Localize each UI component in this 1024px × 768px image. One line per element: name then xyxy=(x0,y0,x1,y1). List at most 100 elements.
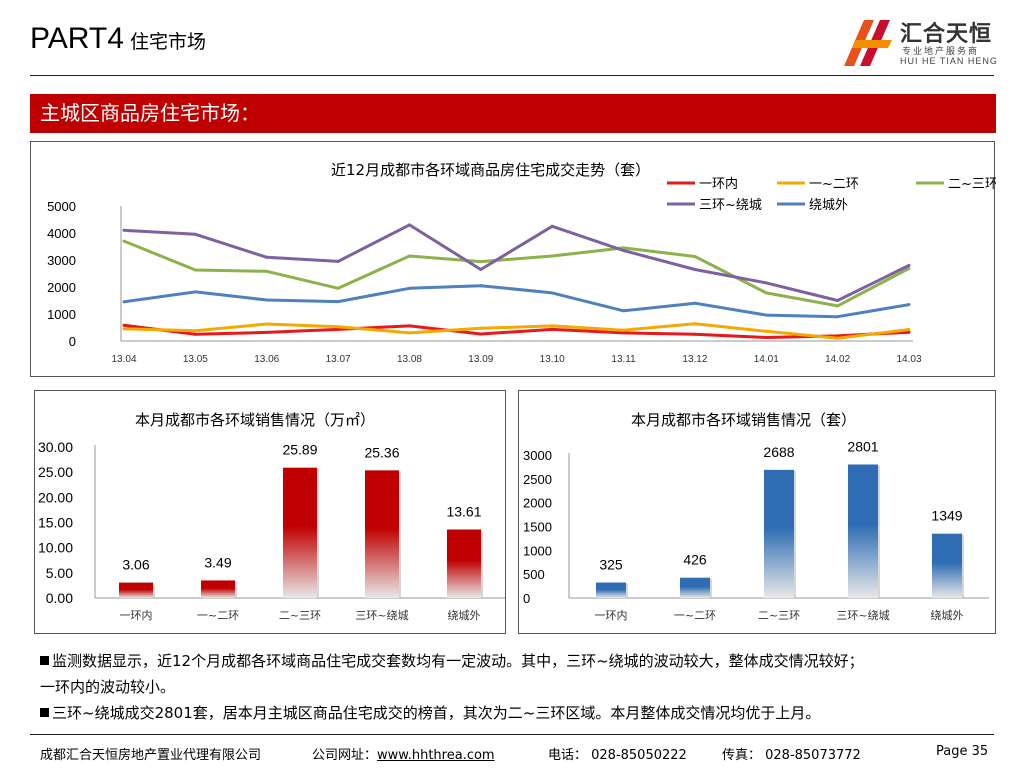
x-tick-label: 14.02 xyxy=(825,354,850,365)
data-point xyxy=(693,322,697,326)
data-label: 3.06 xyxy=(122,557,149,573)
data-point xyxy=(336,259,340,263)
data-point xyxy=(836,299,840,302)
data-point xyxy=(193,332,197,336)
data-point xyxy=(907,330,911,334)
x-tick-label: 13.04 xyxy=(111,354,136,365)
legend-label: 一~二环 xyxy=(809,177,859,192)
x-tick-label: 13.11 xyxy=(611,354,636,365)
y-tick-label: 1000 xyxy=(47,307,76,322)
bar xyxy=(596,582,626,598)
series-line xyxy=(123,322,910,340)
y-tick-label: 15.00 xyxy=(38,515,73,531)
data-point xyxy=(265,322,269,326)
data-point xyxy=(622,309,626,313)
series-line xyxy=(123,284,910,319)
data-label: 25.36 xyxy=(364,444,399,460)
data-point xyxy=(193,232,197,236)
data-point xyxy=(336,325,340,329)
data-point xyxy=(336,286,340,290)
data-point xyxy=(265,255,269,259)
category-label: 三环~绕城 xyxy=(355,609,408,622)
data-point xyxy=(479,284,483,288)
legend-label: 三环~绕城 xyxy=(699,198,762,213)
section-banner: 主城区商品房住宅市场： xyxy=(30,94,996,133)
series-line xyxy=(123,239,910,308)
data-point xyxy=(764,329,768,333)
analysis-notes: 监测数据显示，近12个月成都各环域商品住宅成交套数均有一定波动。其中，三环~绕城… xyxy=(40,648,990,726)
bar xyxy=(119,582,153,598)
data-point xyxy=(479,332,483,336)
data-label: 3.49 xyxy=(204,554,231,570)
note-paragraph-1: 监测数据显示，近12个月成都各环域商品住宅成交套数均有一定波动。其中，三环~绕城… xyxy=(40,648,990,674)
note-line-1: 监测数据显示，近12个月成都各环域商品住宅成交套数均有一定波动。其中，三环~绕城… xyxy=(52,652,864,670)
data-point xyxy=(622,246,626,250)
x-tick-label: 13.10 xyxy=(540,354,565,365)
units-chart-title: 本月成都市各环域销售情况（套） xyxy=(631,411,857,429)
data-point xyxy=(764,335,768,339)
data-point xyxy=(836,336,840,340)
y-tick-label: 1000 xyxy=(523,543,552,558)
data-point xyxy=(622,331,626,335)
data-point xyxy=(693,267,697,271)
data-point xyxy=(836,304,840,308)
data-point xyxy=(479,267,483,271)
data-point xyxy=(122,300,126,304)
data-point xyxy=(479,260,483,264)
y-tick-label: 1500 xyxy=(523,520,552,535)
data-label: 325 xyxy=(599,557,623,573)
data-point xyxy=(265,330,269,334)
y-tick-label: 4000 xyxy=(47,226,76,241)
legend-label: 绕城外 xyxy=(809,198,848,213)
logo-name-en: HUI HE TIAN HENG xyxy=(900,56,998,66)
y-tick-label: 2000 xyxy=(47,280,76,295)
category-label: 绕城外 xyxy=(931,609,964,622)
category-label: 一~二环 xyxy=(674,609,716,622)
y-tick-label: 30.00 xyxy=(38,439,73,455)
data-label: 2801 xyxy=(847,438,878,454)
y-tick-label: 0 xyxy=(523,591,530,606)
data-point xyxy=(193,290,197,294)
area-chart-title: 本月成都市各环域销售情况（万㎡） xyxy=(135,411,376,429)
y-tick-label: 10.00 xyxy=(38,540,73,556)
line-chart-panel: 近12月成都市各环域商品房住宅成交走势（套） 5000 4000 3000 2000 1… xyxy=(30,141,996,377)
data-point xyxy=(764,291,768,295)
y-tick-label: 25.00 xyxy=(38,464,73,480)
y-tick-label: 20.00 xyxy=(38,489,73,505)
part-label: PART4 xyxy=(30,22,124,55)
x-tick-label: 13.06 xyxy=(254,354,279,365)
bar xyxy=(447,529,481,598)
footer-divider xyxy=(30,734,994,735)
data-point xyxy=(907,266,911,270)
series-line xyxy=(123,323,910,339)
data-point xyxy=(193,268,197,272)
data-point xyxy=(265,298,269,302)
units-bar-chart: 3000 2500 2000 1500 1000 500 0 325 一环内 426 一~二环 268… xyxy=(523,438,989,622)
data-point xyxy=(407,254,411,258)
y-tick-label: 2500 xyxy=(523,472,552,487)
category-label: 一~二环 xyxy=(197,609,239,622)
data-point xyxy=(836,315,840,319)
data-point xyxy=(122,327,126,331)
logo-name-cn: 汇合天恒 xyxy=(900,22,993,47)
footer-website: 公司网址：www.hhthrea.com xyxy=(312,744,495,763)
series-line xyxy=(123,223,910,302)
data-point xyxy=(407,324,411,328)
website-link[interactable]: www.hhthrea.com xyxy=(377,748,495,763)
bar xyxy=(283,467,317,598)
category-label: 一环内 xyxy=(595,608,628,622)
data-point xyxy=(122,323,126,327)
footer-company: 成都汇合天恒房地产置业代理有限公司 xyxy=(40,748,262,763)
note-line-2: 一环内的波动较小。 xyxy=(40,678,176,696)
data-label: 1349 xyxy=(931,508,962,524)
x-tick-label: 14.01 xyxy=(754,354,779,365)
category-label: 三环~绕城 xyxy=(836,609,889,622)
data-point xyxy=(907,263,911,267)
data-point xyxy=(336,327,340,331)
note-line-3: 三环~绕城成交2801套，居本月主城区商品住宅成交的榜首，其次为二~三环区域。本… xyxy=(52,704,821,722)
data-point xyxy=(336,300,340,304)
area-bar-chart: 30.00 25.00 20.00 15.00 10.00 5.00 0.00 3.06 一环内… xyxy=(38,439,505,622)
data-point xyxy=(407,223,411,227)
bullet-square-icon xyxy=(40,708,49,717)
area-bar-chart-panel: 本月成都市各环域销售情况（万㎡） 30.00 25.00 20.00 15.00 10.… xyxy=(34,390,506,634)
